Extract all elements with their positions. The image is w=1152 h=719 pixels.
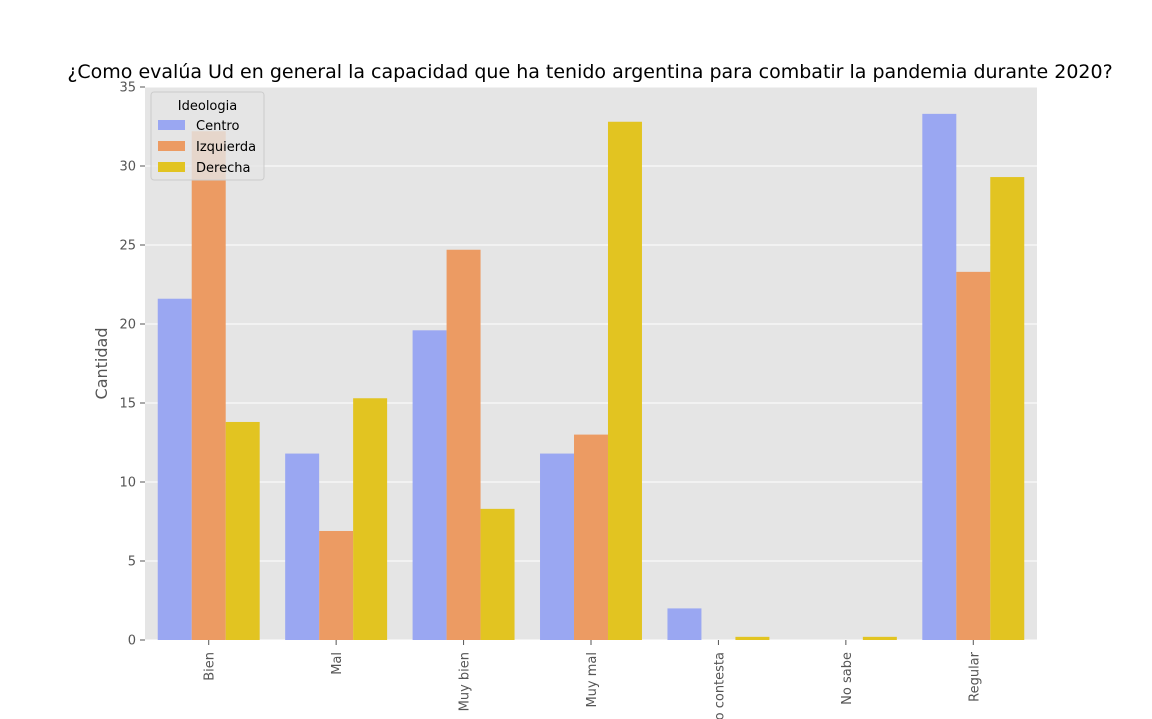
bar-centro bbox=[922, 113, 957, 641]
legend-title: Ideologia bbox=[178, 99, 237, 114]
bar-izquierda bbox=[191, 131, 226, 641]
legend: Ideologia Centro Izquierda Derecha bbox=[150, 91, 265, 181]
legend-swatch bbox=[158, 120, 185, 130]
x-tick-label: Muy bien bbox=[458, 652, 473, 711]
bar-derecha bbox=[735, 636, 770, 640]
y-tick-label: 30 bbox=[119, 160, 136, 175]
x-tick-label: Regular bbox=[967, 651, 982, 702]
y-tick-label: 20 bbox=[119, 318, 136, 333]
legend-label: Izquierda bbox=[196, 140, 256, 155]
bar-centro bbox=[667, 608, 702, 640]
bar-derecha bbox=[607, 121, 642, 640]
legend-box bbox=[150, 91, 265, 181]
x-tick-label: Muy mal bbox=[585, 652, 600, 708]
bar-centro bbox=[285, 453, 320, 640]
y-tick-label: 0 bbox=[128, 634, 136, 649]
y-tick-label: 25 bbox=[119, 239, 136, 254]
y-tick-label: 35 bbox=[119, 81, 136, 96]
x-tick-label: Bien bbox=[203, 652, 218, 681]
bars bbox=[157, 113, 1025, 641]
x-tick-label: No sabe bbox=[840, 652, 855, 705]
y-tick-label: 5 bbox=[128, 555, 136, 570]
bar-derecha bbox=[480, 508, 515, 640]
legend-swatch bbox=[158, 141, 185, 151]
x-tick-label: No contesta bbox=[712, 652, 727, 719]
bar-derecha bbox=[990, 177, 1025, 640]
legend-items: Centro Izquierda Derecha bbox=[158, 119, 256, 176]
x-tick-label: Mal bbox=[330, 652, 345, 675]
chart-title: ¿Como evalúa Ud en general la capacidad … bbox=[67, 61, 1112, 83]
bar-derecha bbox=[225, 421, 260, 640]
y-tick-label: 15 bbox=[119, 397, 136, 412]
bar-centro bbox=[412, 330, 447, 640]
bar-derecha bbox=[353, 398, 388, 640]
y-axis-title: Cantidad bbox=[92, 328, 111, 400]
bar-izquierda bbox=[319, 530, 354, 640]
y-tick-label: 10 bbox=[119, 476, 136, 491]
bar-izquierda bbox=[956, 271, 991, 640]
bar-centro bbox=[157, 298, 192, 640]
legend-label: Derecha bbox=[196, 161, 250, 176]
x-axis-ticks: Bien Mal Muy bien Muy mal No contesta No sabe… bbox=[203, 640, 982, 719]
bar-derecha bbox=[862, 636, 897, 640]
y-axis-ticks: 0 5 10 15 20 25 30 35 bbox=[119, 81, 145, 649]
bar-izquierda bbox=[446, 249, 481, 641]
legend-label: Centro bbox=[196, 119, 239, 134]
bar-izquierda bbox=[574, 434, 608, 640]
bar-centro bbox=[540, 453, 575, 640]
legend-swatch bbox=[158, 162, 185, 172]
